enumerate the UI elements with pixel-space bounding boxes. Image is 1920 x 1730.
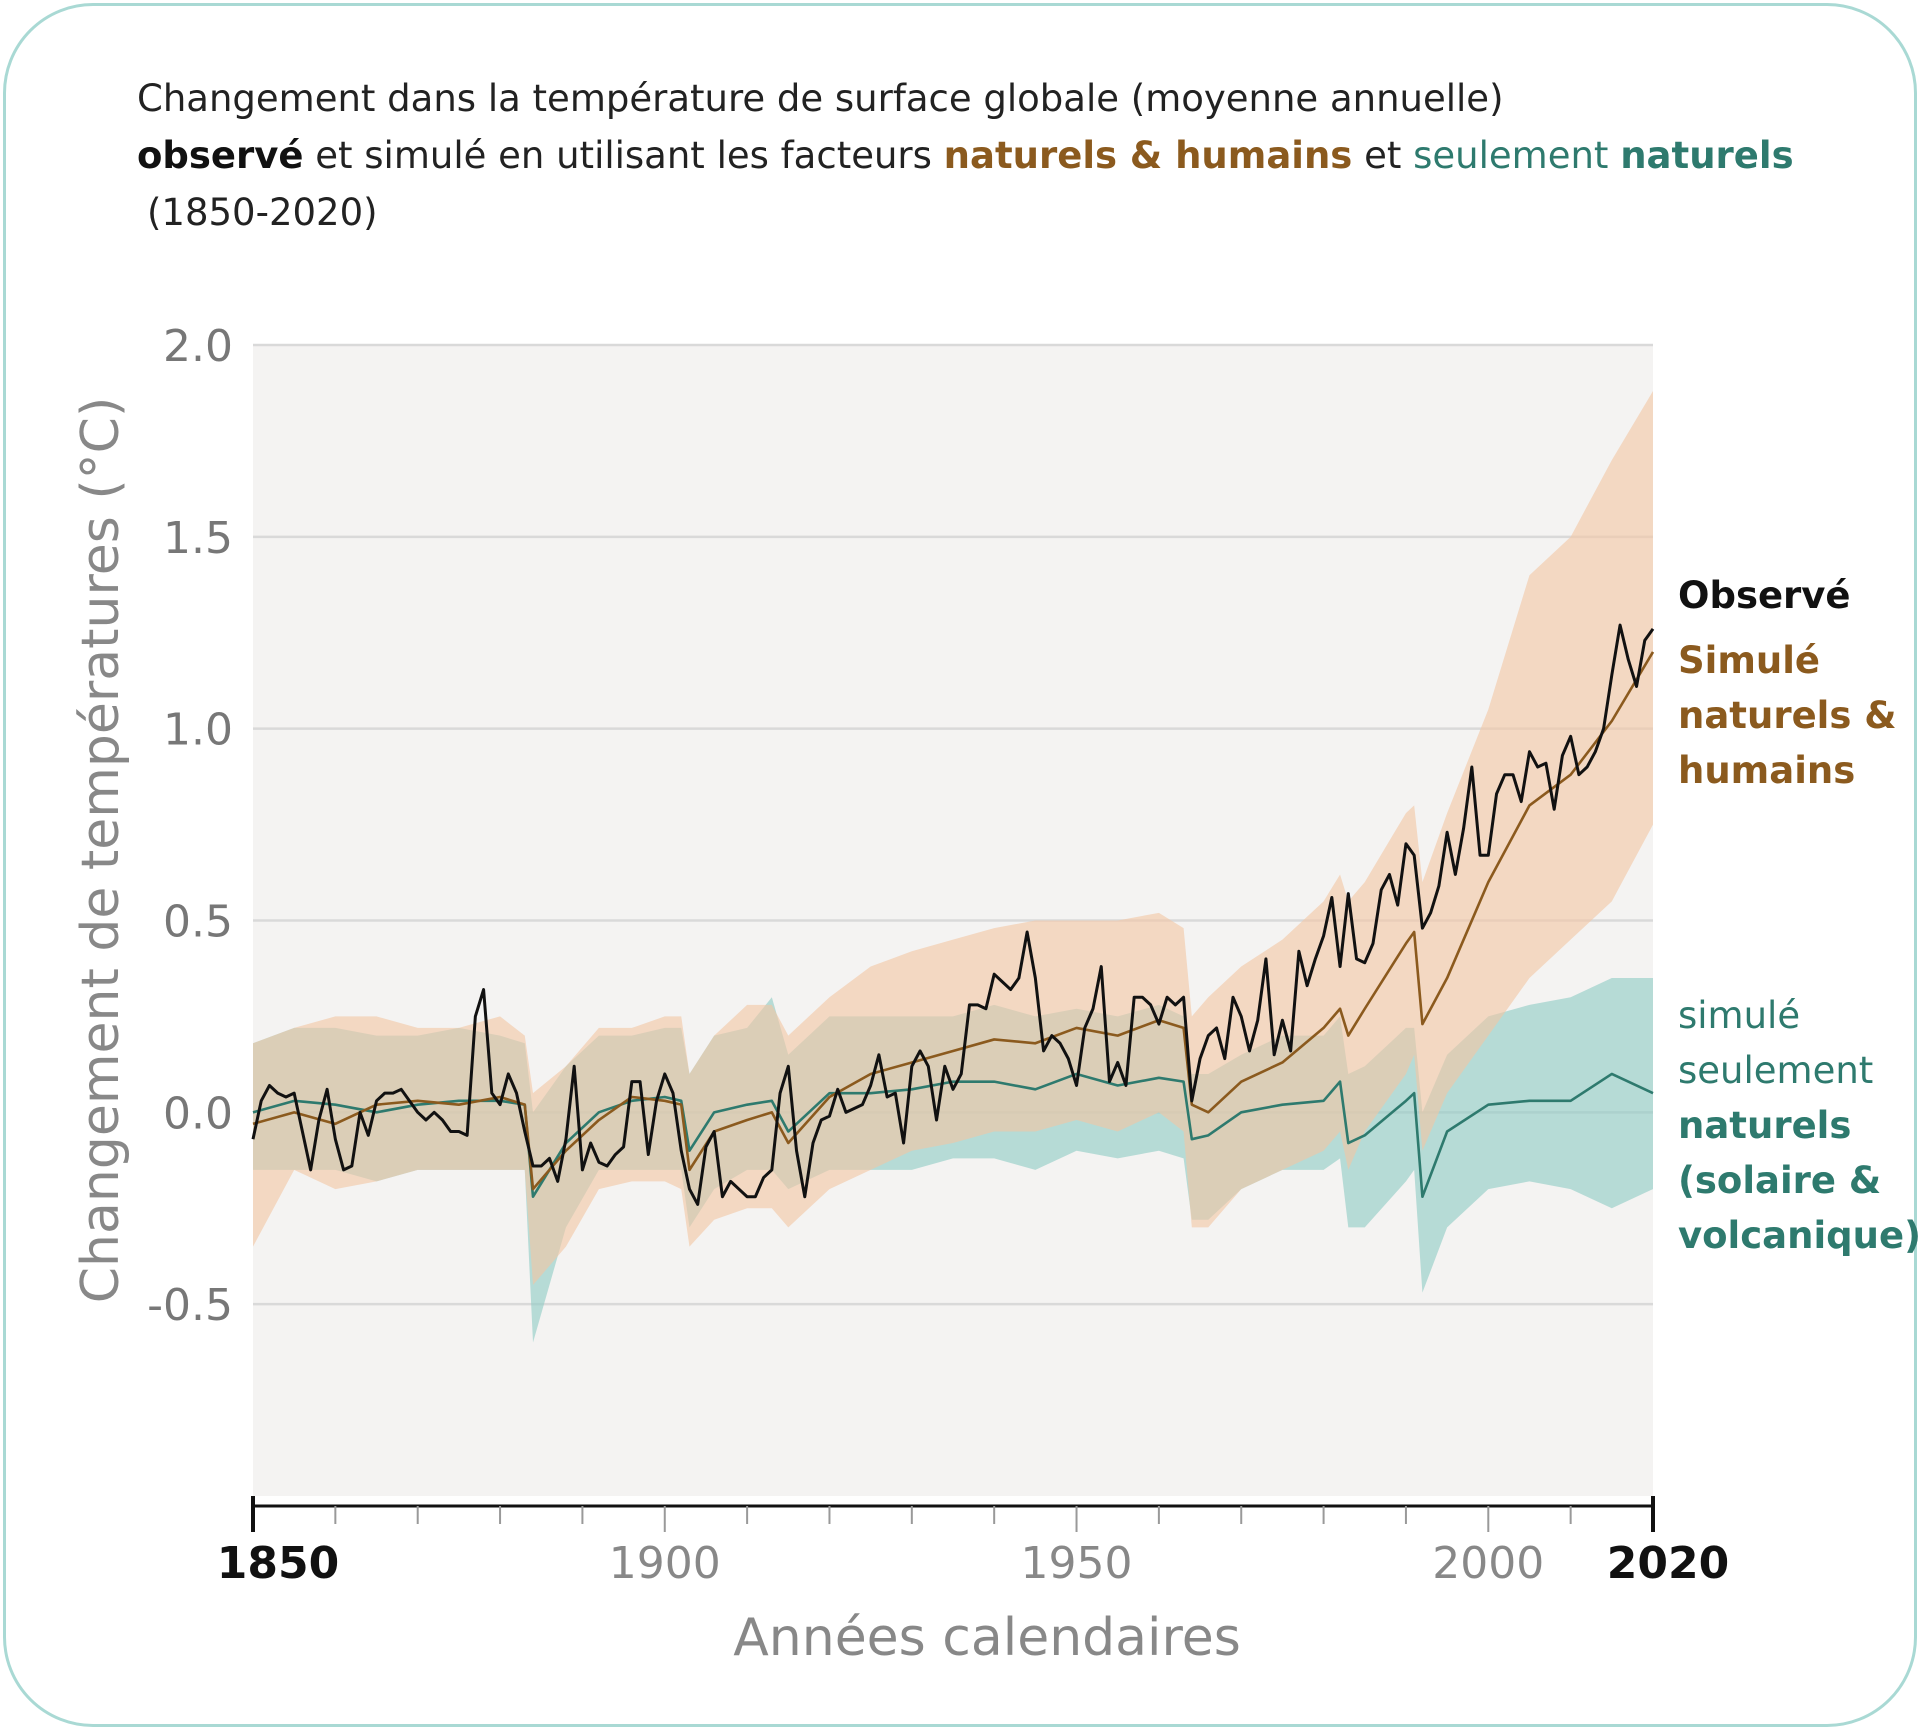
title-text: seulement	[1413, 134, 1621, 177]
title-text: naturels & humains	[943, 134, 1353, 177]
x-axis-label: Années calendaires	[733, 1608, 1241, 1668]
y-tick-label: 1.0	[163, 705, 233, 756]
x-tick-label: 1850	[217, 1538, 339, 1589]
legend-natural: simulé seulement naturels (solaire & volcani…	[1678, 988, 1920, 1263]
title: Changement dans la température de surfac…	[137, 70, 1794, 241]
legend-human: Simulé naturels & humains	[1678, 633, 1897, 798]
series-line	[251, 623, 1655, 1206]
legend-text: Simulé	[1678, 639, 1821, 682]
y-axis-label: Changement de températures (°C)	[71, 397, 131, 1304]
y-tick-label: 2.0	[163, 321, 233, 372]
x-tick-label: 1950	[1021, 1538, 1133, 1589]
y-tick-label: 1.5	[163, 513, 233, 564]
band	[253, 391, 1653, 1285]
x-tick-label: 1900	[609, 1538, 721, 1589]
legend-text: Observé	[1678, 574, 1851, 617]
title-line: Changement dans la température de surfac…	[137, 70, 1794, 127]
title-text: observé	[137, 134, 304, 177]
x-tick-label: 2000	[1432, 1538, 1544, 1589]
title-text: Changement dans la température de surfac…	[137, 77, 1504, 120]
legend-text: humains	[1678, 749, 1856, 792]
legend-text: simulé	[1678, 994, 1801, 1037]
title-text: naturels	[1620, 134, 1794, 177]
legend-observed: Observé	[1678, 568, 1851, 623]
legend-text: volcanique)	[1678, 1214, 1920, 1257]
title-text: et	[1352, 134, 1414, 177]
title-line: (1850-2020)	[137, 184, 1794, 241]
title-line: observé et simulé en utilisant les facte…	[137, 127, 1794, 184]
legend-text: naturels	[1678, 1104, 1852, 1147]
legend-text: seulement	[1678, 1049, 1874, 1092]
legend-text: naturels &	[1678, 694, 1897, 737]
y-tick-label: -0.5	[147, 1280, 233, 1331]
y-tick-label: 0.5	[163, 897, 233, 948]
legend-text: (solaire &	[1678, 1159, 1882, 1202]
title-text: (1850-2020)	[147, 191, 378, 234]
frame	[3, 3, 1917, 1727]
x-tick-label: 2020	[1607, 1538, 1729, 1589]
y-tick-label: 0.0	[163, 1088, 233, 1139]
title-text: et simulé en utilisant les facteurs	[303, 134, 944, 177]
